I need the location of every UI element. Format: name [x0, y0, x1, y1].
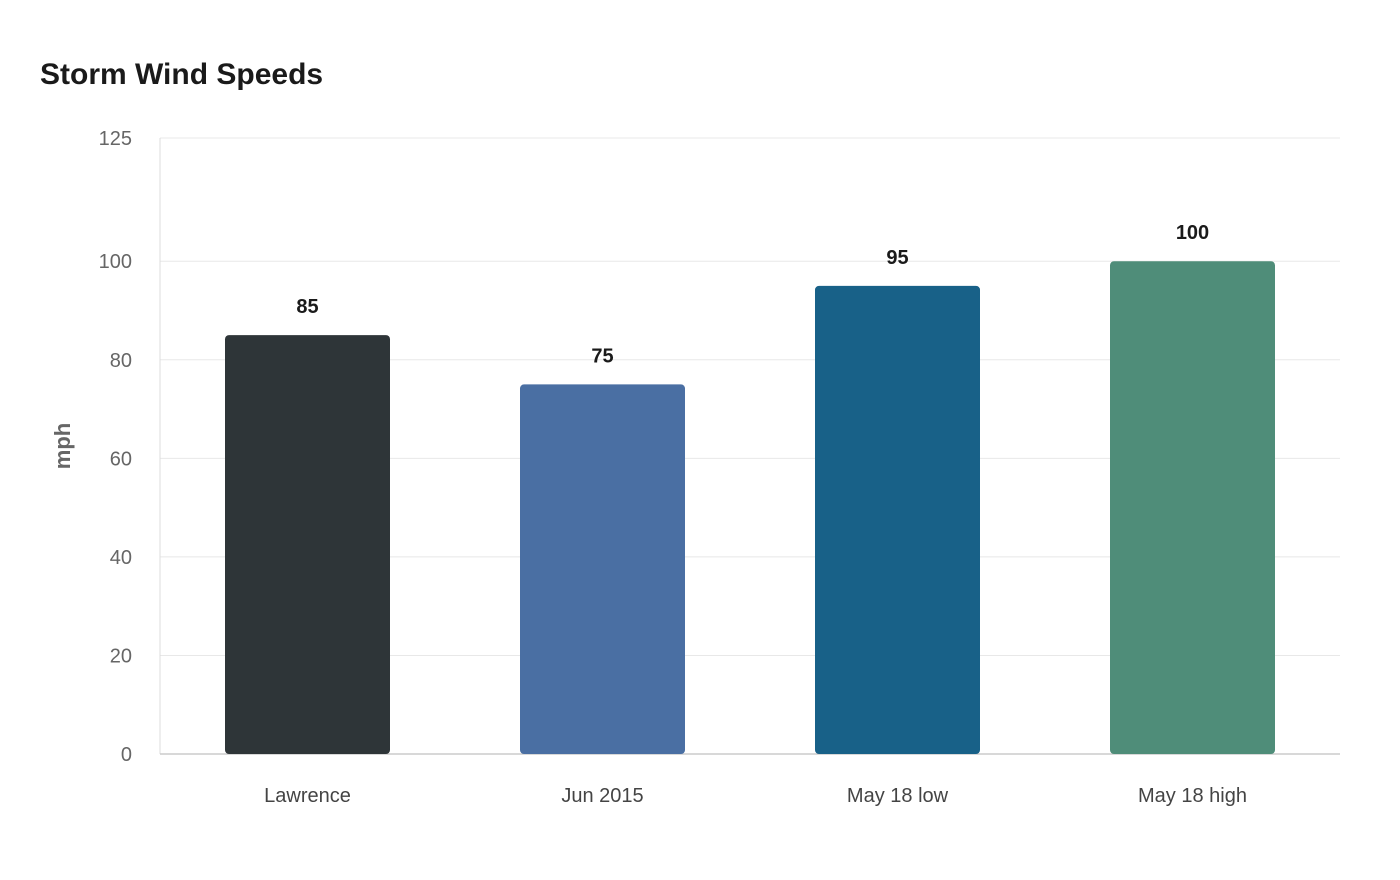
data-labels: 85 75 95 100 — [296, 222, 1209, 367]
x-tick-label: Jun 2015 — [561, 785, 643, 807]
bar — [815, 285, 980, 754]
y-tick-label: 40 — [110, 547, 132, 569]
data-label: 95 — [886, 247, 908, 269]
y-tick-label: 125 — [99, 128, 132, 150]
y-tick-label: 20 — [110, 645, 132, 667]
data-label: 85 — [296, 296, 318, 318]
y-tick-label: 100 — [99, 251, 132, 273]
y-tick-label: 60 — [110, 448, 132, 470]
y-tick-label: 0 — [121, 744, 132, 766]
bars — [225, 261, 1275, 754]
x-tick-label: Lawrence — [264, 785, 351, 807]
y-tick-label: 80 — [110, 350, 132, 372]
x-tick-labels: Lawrence Jun 2015 May 18 low May 18 high — [264, 785, 1247, 807]
data-label: 100 — [1176, 222, 1209, 244]
y-axis-title: mph — [50, 423, 75, 469]
x-tick-label: May 18 high — [1138, 785, 1247, 807]
bar — [520, 384, 685, 754]
bar — [1110, 261, 1275, 754]
y-tick-labels: 0 20 40 60 80 100 125 — [99, 128, 132, 766]
chart-title: Storm Wind Speeds — [40, 58, 324, 91]
x-tick-label: May 18 low — [847, 785, 949, 807]
data-label: 75 — [591, 345, 613, 367]
bar — [225, 335, 390, 754]
